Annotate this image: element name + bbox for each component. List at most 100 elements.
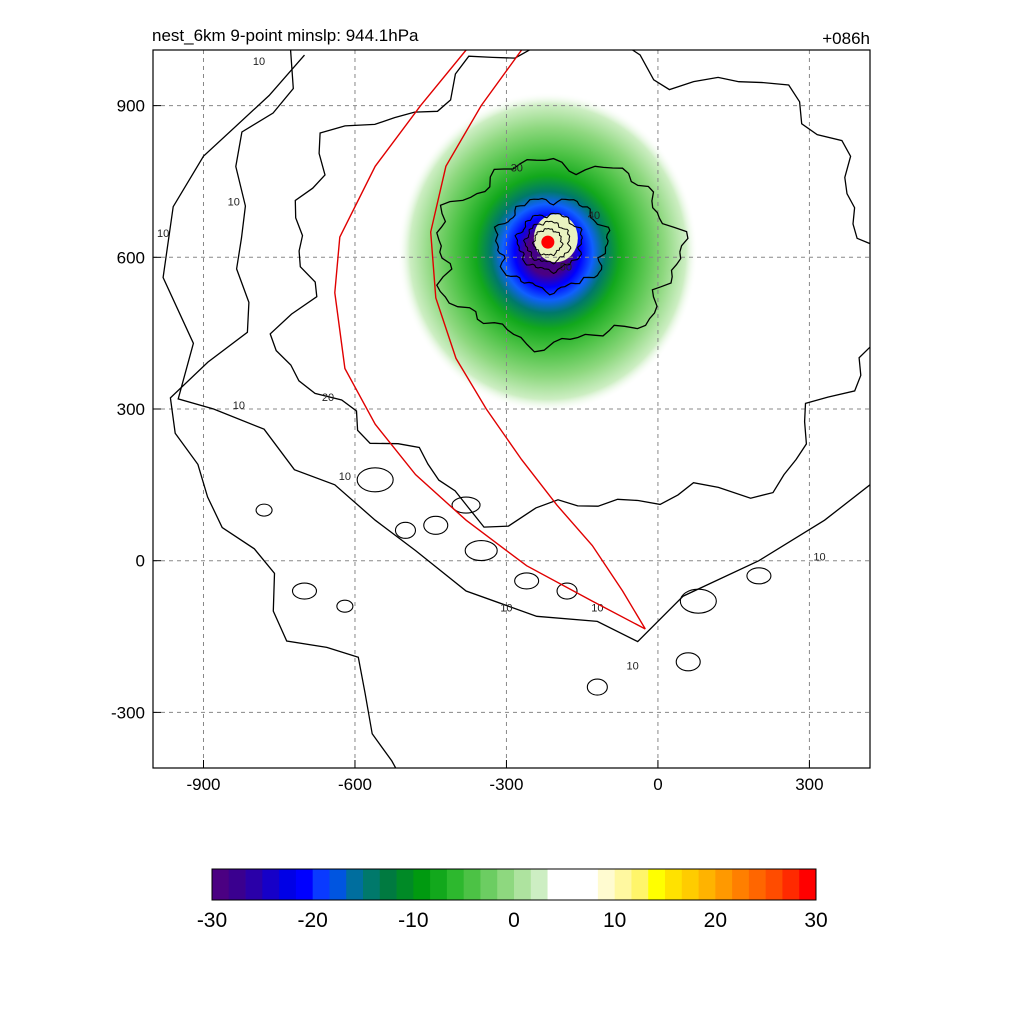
colorbar-frame — [211, 868, 817, 901]
contour-cell-8 — [746, 567, 772, 585]
contour-5 — [522, 220, 572, 265]
colorbar-box-31 — [732, 869, 750, 900]
storm-center — [541, 235, 555, 249]
x-tick-label-3: 0 — [653, 775, 662, 794]
track-line-west — [334, 50, 646, 630]
colorbar-box-13 — [430, 869, 448, 900]
colorbar-box-18 — [514, 869, 532, 900]
y-tick-label-1: 0 — [136, 552, 145, 571]
contour-west-label-0: 10 — [253, 56, 265, 68]
colorbar-box-26 — [648, 869, 666, 900]
field-eye — [533, 214, 578, 263]
colorbar-box-17 — [497, 869, 515, 900]
x-tick-label-4: 300 — [795, 775, 823, 794]
y-tick-label-3: 600 — [117, 248, 145, 267]
contour-4 — [514, 212, 583, 275]
track-lines — [334, 50, 646, 630]
contour-6 — [531, 227, 564, 257]
colorbar-label-3: 0 — [508, 909, 520, 932]
colorbar-box-29 — [698, 869, 716, 900]
contour-cell-0 — [356, 467, 394, 493]
contour-label-3: 40 — [588, 210, 600, 222]
colorbar-box-9 — [363, 869, 381, 900]
contour-cell-7 — [679, 588, 717, 614]
contour-cell-6 — [556, 582, 578, 600]
y-axis: -300 0 300 600 900 — [111, 97, 161, 722]
contour-cell-9 — [291, 582, 318, 600]
colorbar-box-21 — [564, 869, 582, 900]
colorbar-box-22 — [581, 869, 599, 900]
colorbar-box-19 — [530, 869, 548, 900]
contour-west-label-4: 10 — [500, 602, 512, 614]
colorbar-box-33 — [765, 869, 783, 900]
colorbar-box-27 — [665, 869, 683, 900]
colorbar-box-25 — [631, 869, 649, 900]
contour-west-label-6: 10 — [627, 660, 639, 672]
contour-cell-13 — [336, 599, 354, 613]
colorbar-box-28 — [681, 869, 699, 900]
colorbar-box-14 — [446, 869, 465, 900]
colorbar-box-7 — [329, 869, 347, 900]
contour-label-0: 10 — [228, 196, 240, 208]
colorbar-box-34 — [782, 869, 800, 900]
colorbar-label-2: -10 — [398, 909, 428, 932]
forecast-hour-label: +086h — [822, 29, 870, 48]
x-tick-label-1: -600 — [338, 775, 372, 794]
y-tick-label-0: -300 — [111, 703, 145, 722]
y-tick-label-4: 900 — [117, 97, 145, 116]
colorbar-box-20 — [547, 869, 565, 900]
contour-1 — [269, 50, 870, 528]
colorbar-box-2 — [245, 869, 263, 900]
contour-2 — [436, 157, 689, 353]
contour-cell-11 — [675, 652, 701, 672]
colorbar-label-6: 30 — [804, 909, 827, 932]
colorbar-box-30 — [715, 869, 733, 900]
colorbar-box-1 — [228, 869, 246, 900]
colorbar-box-15 — [463, 869, 481, 900]
colorbar-box-0 — [212, 869, 230, 900]
colorbar-box-12 — [413, 869, 431, 900]
colorbar-box-6 — [312, 869, 330, 900]
contour-cell-3 — [451, 496, 481, 514]
contour-3 — [493, 197, 611, 296]
x-tick-label-0: -900 — [186, 775, 220, 794]
field-sw-patch — [154, 501, 555, 682]
colorbar-box-23 — [597, 869, 616, 900]
contour-cell-4 — [464, 540, 498, 562]
colorbar-box-5 — [295, 869, 314, 900]
contour-cell-2 — [423, 515, 449, 535]
colorbar-box-16 — [480, 869, 498, 900]
colorbar-label-0: -30 — [197, 909, 227, 932]
track-line-east — [429, 50, 646, 630]
contour-cell-12 — [255, 503, 273, 517]
contour-west-label-3: 10 — [339, 471, 351, 483]
colorbar-box-24 — [614, 869, 632, 900]
colorbar-box-10 — [379, 869, 397, 900]
colorbar-box-3 — [262, 869, 280, 900]
plot-title: nest_6km 9-point minslp: 944.1hPa — [152, 26, 419, 45]
contour-west-label-2: 10 — [233, 400, 245, 412]
x-tick-label-2: -300 — [489, 775, 523, 794]
contour-cell-1 — [394, 521, 417, 539]
colorbar-label-4: 10 — [603, 909, 626, 932]
storm-center-marker — [541, 235, 555, 249]
colorbar-box-35 — [799, 869, 817, 900]
contour-west-10 — [162, 54, 870, 643]
colorbar-box-32 — [748, 869, 767, 900]
colorbar-label-5: 20 — [704, 909, 727, 932]
colorbar-label-1: -20 — [297, 909, 327, 932]
contour-west-label-7: 10 — [813, 552, 825, 564]
x-axis: -900 -600 -300 0 300 — [186, 760, 824, 794]
contour-west-label-1: 10 — [157, 228, 169, 240]
colorbar: -30 -20 -10 0 10 20 30 — [197, 868, 828, 932]
contour-label-4: 50 — [560, 261, 572, 273]
contour-0 — [169, 50, 397, 768]
contour-cell-5 — [514, 572, 540, 590]
colorbar-box-11 — [396, 869, 414, 900]
colorbar-box-4 — [279, 869, 297, 900]
y-tick-label-2: 300 — [117, 400, 145, 419]
contour-cell-10 — [586, 678, 608, 696]
